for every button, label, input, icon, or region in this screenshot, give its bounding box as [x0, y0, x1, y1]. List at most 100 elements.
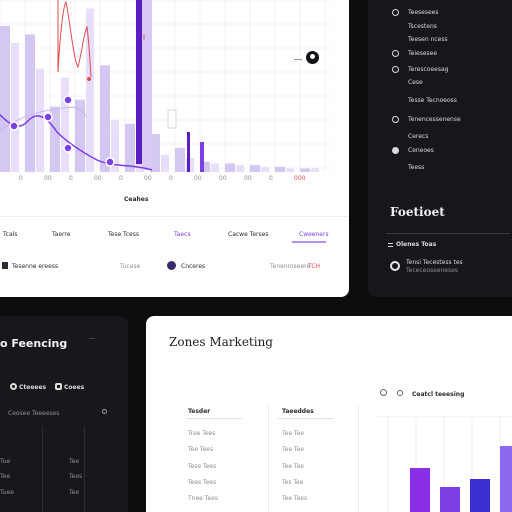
- badge-2[interactable]: Coees: [64, 384, 85, 391]
- analytics-chart: [0, 0, 332, 173]
- menu-item[interactable]: Teesesees: [408, 9, 439, 16]
- menu-item[interactable]: Teess: [408, 164, 425, 171]
- user-avatar[interactable]: [390, 261, 400, 271]
- series-line: [57, 1, 92, 78]
- row-1-col-2: Tee: [69, 458, 80, 465]
- status-badge: TCH: [308, 263, 321, 270]
- bar: [75, 99, 85, 172]
- bar: [100, 65, 110, 172]
- divider: [0, 216, 349, 217]
- menu-item[interactable]: Teiesesee: [408, 50, 438, 57]
- options-icon[interactable]: …: [89, 334, 95, 341]
- column-1-row: Tees Tees: [188, 479, 217, 486]
- side-menu-panel: Teesesees Tscestens Teesen ncess Teiesesee T…: [368, 0, 512, 297]
- highlight-bar: [136, 0, 142, 164]
- bar: [50, 106, 60, 172]
- column-2-row: Tes Tee: [282, 479, 304, 486]
- grid-line-v: [84, 426, 85, 512]
- footer-item-2[interactable]: Tucese: [120, 263, 141, 270]
- tab-1[interactable]: Tcals: [3, 231, 18, 238]
- data-point: [105, 157, 115, 167]
- data-point: [63, 95, 73, 105]
- footer-item-1[interactable]: Tesenne ereess: [12, 263, 59, 270]
- column-1-header: Tesder: [188, 408, 211, 415]
- column-1-row: Tree Tees: [188, 430, 216, 437]
- dark-summary-panel: o Feencing … Cteeees Coees Ceosee Teeees…: [0, 316, 128, 512]
- marketing-panel: Zones Marketing Tesder Tree Tees Tee Tees…: [146, 316, 512, 512]
- footer-item-3[interactable]: Cnceres: [181, 263, 206, 270]
- footer-item-4[interactable]: Tenenroseere: [270, 263, 311, 270]
- tab-4[interactable]: Taecs: [174, 231, 191, 238]
- column-2-header: Taeeddes: [282, 408, 314, 415]
- user-line-2: Tececeoseeneses: [406, 267, 458, 274]
- bar: [25, 34, 35, 173]
- badge-square-icon: [55, 383, 62, 390]
- tab-3[interactable]: Tese Tcess: [108, 231, 139, 238]
- x-axis-ticks: 000000000000000000000: [0, 175, 332, 183]
- menu-item[interactable]: Teesen ncess: [408, 36, 448, 43]
- connector-line: [294, 59, 302, 60]
- x-tick-label: 000: [294, 175, 306, 182]
- row-3-col-1: Tuee: [0, 489, 14, 496]
- bar: [11, 43, 19, 172]
- bar: [36, 68, 44, 172]
- x-tick-label: 0: [69, 175, 73, 182]
- active-tab-underline: [292, 241, 326, 243]
- x-tick-label: 00: [219, 175, 227, 182]
- bar: [225, 163, 235, 172]
- row-2-col-1: Tee: [0, 473, 11, 480]
- menu-item[interactable]: Cese: [408, 79, 423, 86]
- menu-item[interactable]: Terescoeesag: [408, 66, 449, 73]
- badge-ring-icon: [10, 383, 17, 390]
- column-1-row: Tee Tees: [188, 446, 214, 453]
- x-tick-label: 0: [269, 175, 273, 182]
- tooltip-marker: [167, 109, 177, 129]
- menu-item[interactable]: Tscestens: [408, 23, 437, 30]
- x-tick-label: 00: [94, 175, 102, 182]
- column-2-row: Tee Tees: [282, 495, 308, 502]
- bar: [261, 166, 269, 172]
- bar: [410, 468, 430, 512]
- divider-v: [268, 406, 269, 512]
- ring-icon: [392, 9, 399, 16]
- bar: [200, 161, 210, 172]
- avatar[interactable]: [167, 261, 176, 270]
- ring-icon: [380, 389, 387, 396]
- section-label: Olenes Toas: [396, 241, 437, 248]
- column-2-row: Tee Tee: [282, 430, 304, 437]
- analytics-chart-panel: 000000000000000000000 Ceahes Tcals Taerr…: [0, 0, 349, 297]
- x-tick-label: 0: [119, 175, 123, 182]
- bar: [0, 25, 10, 172]
- lines-icon: [388, 243, 393, 247]
- bar: [125, 123, 135, 172]
- x-tick-label: 00: [44, 175, 52, 182]
- panel-title: o Feencing: [0, 337, 68, 350]
- badge-1[interactable]: Cteeees: [19, 384, 47, 391]
- chat-icon: [392, 147, 399, 154]
- highlight-bar: [142, 0, 152, 170]
- data-point: [63, 143, 73, 153]
- data-point: [87, 77, 91, 81]
- bar: [175, 147, 185, 172]
- tab-6-active[interactable]: Cweeners: [299, 231, 329, 238]
- bar: [470, 479, 490, 512]
- menu-item[interactable]: Ceneoes: [408, 147, 434, 154]
- divider: [186, 418, 242, 419]
- info-icon: [102, 409, 107, 414]
- bar: [300, 168, 310, 172]
- bar: [275, 166, 285, 172]
- ring-icon: [392, 116, 399, 123]
- tab-2[interactable]: Taerre: [52, 231, 71, 238]
- tab-5[interactable]: Cacwe Terses: [228, 231, 269, 238]
- menu-item[interactable]: Tenencessenense: [408, 116, 461, 123]
- marketing-bar-chart: [376, 416, 512, 512]
- bar: [311, 168, 319, 172]
- menu-item[interactable]: Cerecs: [408, 133, 429, 140]
- data-point: [9, 121, 19, 131]
- menu-item[interactable]: Tesse Tecnoeoss: [408, 97, 457, 104]
- bar: [236, 165, 244, 172]
- row-1-col-1: Tue: [0, 458, 11, 465]
- column-2-row: Tee Tee: [282, 463, 304, 470]
- bar: [211, 163, 219, 172]
- bar: [150, 134, 160, 172]
